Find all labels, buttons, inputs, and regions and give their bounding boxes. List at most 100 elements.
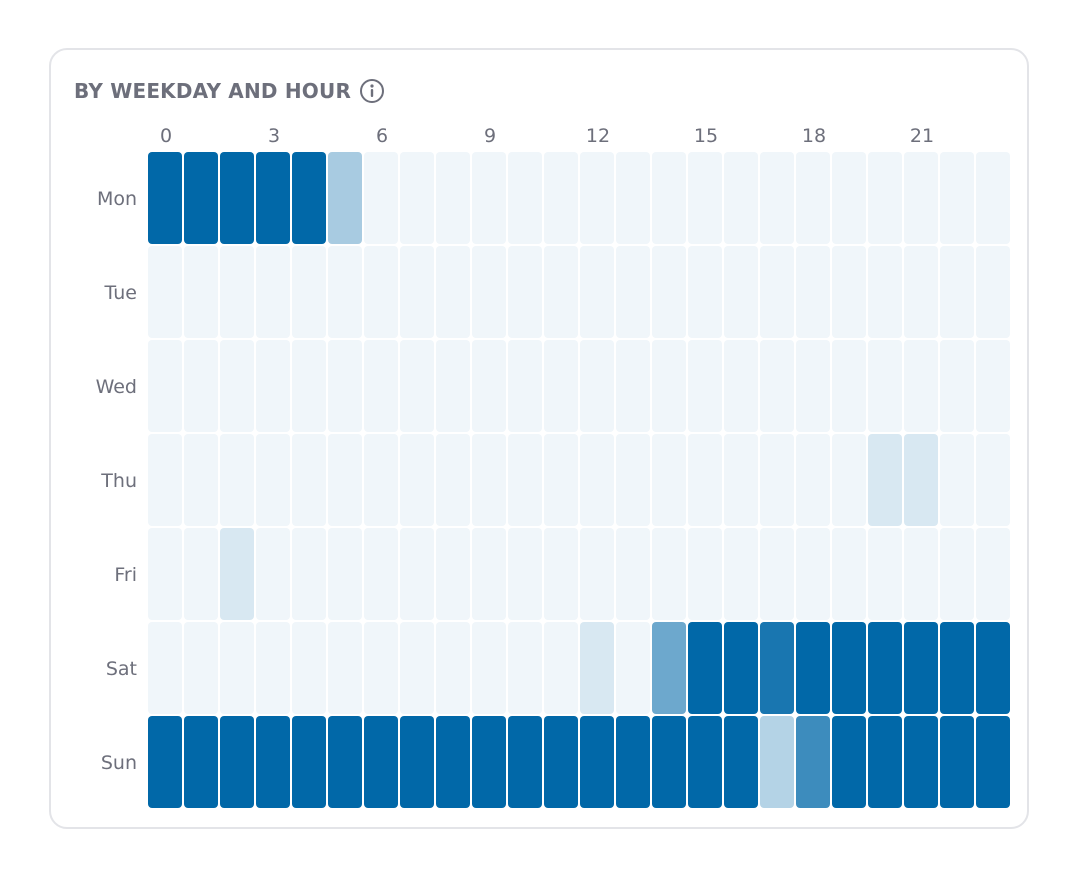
heatmap-cell[interactable]: [616, 528, 650, 620]
heatmap-cell[interactable]: [868, 246, 902, 338]
heatmap-cell[interactable]: [652, 716, 686, 808]
heatmap-cell[interactable]: [292, 622, 326, 714]
heatmap-cell[interactable]: [148, 528, 182, 620]
heatmap-cell[interactable]: [328, 340, 362, 432]
heatmap-cell[interactable]: [256, 716, 290, 808]
heatmap-cell[interactable]: [796, 340, 830, 432]
heatmap-cell[interactable]: [868, 716, 902, 808]
heatmap-cell[interactable]: [724, 622, 758, 714]
heatmap-cell[interactable]: [796, 716, 830, 808]
heatmap-cell[interactable]: [184, 528, 218, 620]
heatmap-cell[interactable]: [652, 528, 686, 620]
heatmap-cell[interactable]: [616, 340, 650, 432]
heatmap-cell[interactable]: [364, 246, 398, 338]
heatmap-cell[interactable]: [436, 246, 470, 338]
heatmap-cell[interactable]: [472, 152, 506, 244]
heatmap-cell[interactable]: [508, 246, 542, 338]
heatmap-cell[interactable]: [940, 152, 974, 244]
heatmap-cell[interactable]: [472, 340, 506, 432]
heatmap-cell[interactable]: [436, 340, 470, 432]
heatmap-cell[interactable]: [472, 434, 506, 526]
heatmap-cell[interactable]: [364, 622, 398, 714]
heatmap-cell[interactable]: [472, 716, 506, 808]
heatmap-cell[interactable]: [292, 340, 326, 432]
heatmap-cell[interactable]: [148, 622, 182, 714]
heatmap-cell[interactable]: [760, 152, 794, 244]
heatmap-cell[interactable]: [292, 246, 326, 338]
heatmap-cell[interactable]: [688, 246, 722, 338]
heatmap-cell[interactable]: [832, 716, 866, 808]
heatmap-cell[interactable]: [976, 434, 1010, 526]
heatmap-cell[interactable]: [148, 152, 182, 244]
heatmap-cell[interactable]: [544, 528, 578, 620]
info-circle-icon[interactable]: [359, 78, 385, 104]
heatmap-cell[interactable]: [760, 528, 794, 620]
heatmap-cell[interactable]: [976, 246, 1010, 338]
heatmap-cell[interactable]: [940, 622, 974, 714]
heatmap-cell[interactable]: [976, 340, 1010, 432]
heatmap-cell[interactable]: [580, 434, 614, 526]
heatmap-cell[interactable]: [868, 622, 902, 714]
heatmap-cell[interactable]: [184, 246, 218, 338]
heatmap-cell[interactable]: [220, 246, 254, 338]
heatmap-cell[interactable]: [832, 528, 866, 620]
heatmap-cell[interactable]: [616, 716, 650, 808]
heatmap-cell[interactable]: [868, 528, 902, 620]
heatmap-cell[interactable]: [796, 434, 830, 526]
heatmap-cell[interactable]: [184, 152, 218, 244]
heatmap-cell[interactable]: [184, 340, 218, 432]
heatmap-cell[interactable]: [976, 528, 1010, 620]
heatmap-cell[interactable]: [832, 622, 866, 714]
heatmap-cell[interactable]: [328, 246, 362, 338]
heatmap-cell[interactable]: [868, 152, 902, 244]
heatmap-cell[interactable]: [292, 528, 326, 620]
heatmap-cell[interactable]: [760, 246, 794, 338]
heatmap-cell[interactable]: [256, 434, 290, 526]
heatmap-cell[interactable]: [688, 622, 722, 714]
heatmap-cell[interactable]: [688, 434, 722, 526]
heatmap-cell[interactable]: [508, 152, 542, 244]
heatmap-cell[interactable]: [364, 528, 398, 620]
heatmap-cell[interactable]: [148, 716, 182, 808]
heatmap-cell[interactable]: [364, 716, 398, 808]
heatmap-cell[interactable]: [508, 528, 542, 620]
heatmap-cell[interactable]: [436, 716, 470, 808]
heatmap-cell[interactable]: [832, 246, 866, 338]
heatmap-cell[interactable]: [940, 528, 974, 620]
heatmap-cell[interactable]: [724, 528, 758, 620]
heatmap-cell[interactable]: [472, 622, 506, 714]
heatmap-cell[interactable]: [688, 716, 722, 808]
heatmap-cell[interactable]: [796, 528, 830, 620]
heatmap-cell[interactable]: [400, 152, 434, 244]
heatmap-cell[interactable]: [976, 152, 1010, 244]
heatmap-cell[interactable]: [544, 434, 578, 526]
heatmap-cell[interactable]: [724, 246, 758, 338]
heatmap-cell[interactable]: [832, 152, 866, 244]
heatmap-cell[interactable]: [544, 340, 578, 432]
heatmap-cell[interactable]: [760, 716, 794, 808]
heatmap-cell[interactable]: [652, 434, 686, 526]
heatmap-cell[interactable]: [544, 622, 578, 714]
heatmap-cell[interactable]: [256, 622, 290, 714]
heatmap-cell[interactable]: [328, 716, 362, 808]
heatmap-cell[interactable]: [220, 434, 254, 526]
heatmap-cell[interactable]: [760, 622, 794, 714]
heatmap-cell[interactable]: [724, 716, 758, 808]
heatmap-cell[interactable]: [688, 152, 722, 244]
heatmap-cell[interactable]: [148, 340, 182, 432]
heatmap-cell[interactable]: [292, 434, 326, 526]
heatmap-cell[interactable]: [328, 152, 362, 244]
heatmap-cell[interactable]: [184, 622, 218, 714]
heatmap-cell[interactable]: [436, 152, 470, 244]
heatmap-cell[interactable]: [868, 434, 902, 526]
heatmap-cell[interactable]: [904, 622, 938, 714]
heatmap-cell[interactable]: [832, 340, 866, 432]
heatmap-cell[interactable]: [616, 622, 650, 714]
heatmap-cell[interactable]: [616, 246, 650, 338]
heatmap-cell[interactable]: [328, 622, 362, 714]
heatmap-cell[interactable]: [328, 434, 362, 526]
heatmap-cell[interactable]: [796, 152, 830, 244]
heatmap-cell[interactable]: [940, 716, 974, 808]
heatmap-cell[interactable]: [724, 434, 758, 526]
heatmap-cell[interactable]: [400, 716, 434, 808]
